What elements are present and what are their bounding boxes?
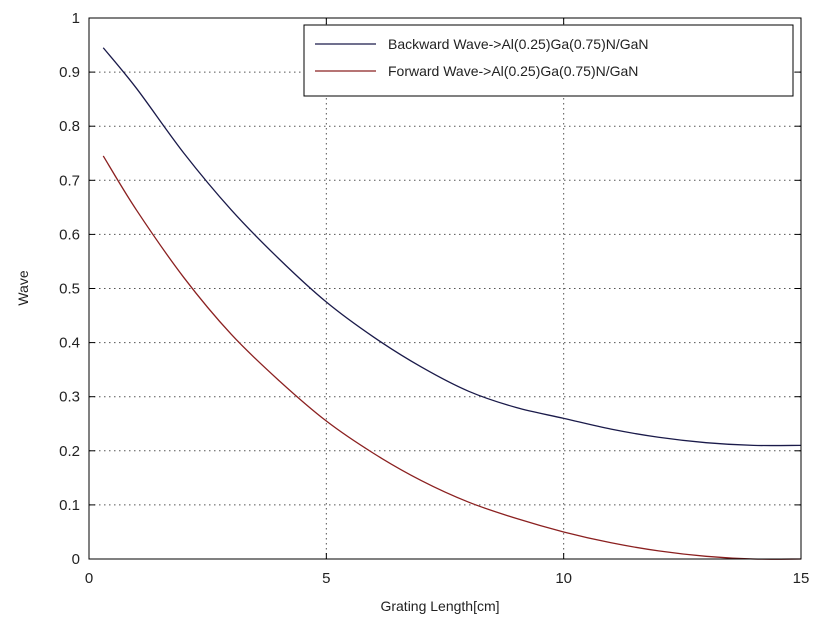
y-tick-label: 0.7 (59, 172, 80, 189)
x-axis-label: Grating Length[cm] (380, 598, 499, 614)
x-tick-label: 15 (793, 570, 810, 587)
y-tick-label: 0.8 (59, 118, 80, 135)
x-tick-label: 10 (555, 570, 572, 587)
series-lines (102, 47, 802, 560)
y-tick-label: 0.4 (59, 335, 80, 352)
y-tick-label: 0.5 (59, 281, 80, 298)
legend-label: Backward Wave->Al(0.25)Ga(0.75)N/GaN (388, 36, 649, 52)
tick-marks (88, 17, 802, 560)
y-tick-label: 0 (72, 551, 80, 568)
y-tick-label: 0.9 (59, 64, 80, 81)
x-tick-label: 5 (322, 570, 330, 587)
legend: Backward Wave->Al(0.25)Ga(0.75)N/GaN Forw… (303, 24, 794, 97)
y-tick-label: 0.3 (59, 389, 80, 406)
legend-entries: Backward Wave->Al(0.25)Ga(0.75)N/GaN Forw… (315, 36, 649, 79)
y-tick-labels: 0 0.1 0.2 0.3 0.4 0.5 0.6 0.7 0.8 0.9 1 (59, 10, 80, 568)
series-line-2 (102, 155, 802, 560)
x-tick-label: 0 (85, 570, 93, 587)
y-tick-label: 0.1 (59, 497, 80, 514)
y-axis-label: Wave (15, 270, 31, 305)
legend-box (303, 24, 794, 97)
plot-area (88, 17, 802, 560)
y-tick-label: 0.2 (59, 443, 80, 460)
series-line-1 (102, 47, 802, 447)
legend-label: Forward Wave->Al(0.25)Ga(0.75)N/GaN (388, 63, 638, 79)
y-tick-label: 1 (72, 10, 80, 27)
x-tick-labels: 0 5 10 15 (85, 570, 810, 587)
y-tick-label: 0.6 (59, 226, 80, 243)
